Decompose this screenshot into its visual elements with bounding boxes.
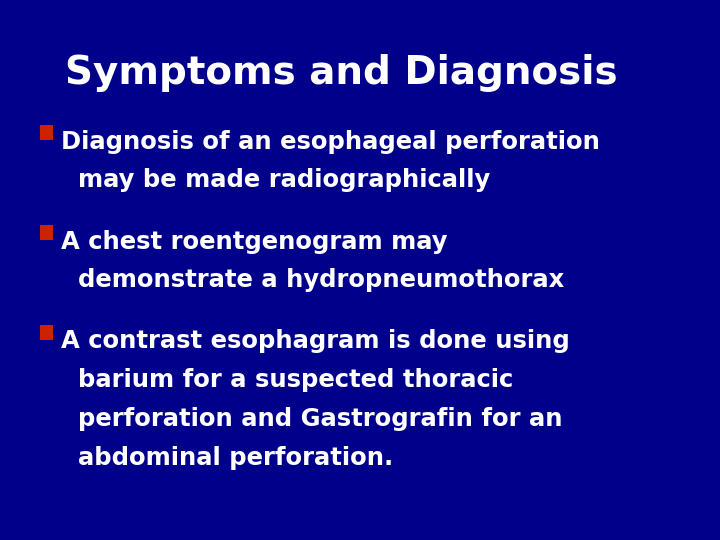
Text: barium for a suspected thoracic: barium for a suspected thoracic [61, 368, 513, 392]
Text: Diagnosis of an esophageal perforation: Diagnosis of an esophageal perforation [61, 130, 600, 153]
Text: A chest roentgenogram may: A chest roentgenogram may [61, 230, 448, 253]
Text: demonstrate a hydropneumothorax: demonstrate a hydropneumothorax [61, 268, 564, 292]
Text: may be made radiographically: may be made radiographically [61, 168, 490, 192]
Text: abdominal perforation.: abdominal perforation. [61, 446, 393, 470]
Text: Symptoms and Diagnosis: Symptoms and Diagnosis [65, 54, 618, 92]
Text: A contrast esophagram is done using: A contrast esophagram is done using [61, 329, 570, 353]
Text: perforation and Gastrografin for an: perforation and Gastrografin for an [61, 407, 563, 431]
